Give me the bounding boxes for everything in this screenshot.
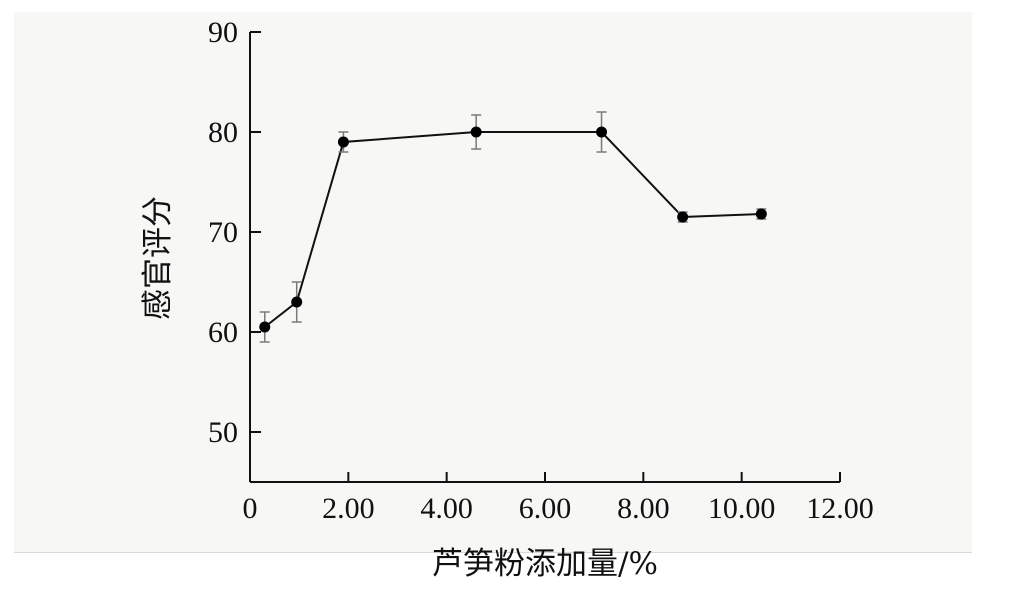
y-tick-label: 70: [208, 216, 238, 249]
y-axis-title: 感官评分: [140, 196, 176, 320]
series-line: [264, 131, 762, 328]
plot-frame-bottom: [14, 552, 972, 553]
data-point: [291, 296, 303, 308]
x-tick-label: 10.00: [708, 492, 776, 525]
x-tick-label: 2.00: [322, 492, 375, 525]
data-point: [596, 126, 608, 138]
data-point: [677, 211, 689, 223]
x-tick-label: 12.00: [806, 492, 874, 525]
y-tick-label: 90: [208, 16, 238, 49]
plot-background: [14, 12, 972, 552]
data-point: [259, 321, 271, 333]
y-tick-label: 60: [208, 316, 238, 349]
series: [259, 111, 767, 343]
x-tick-label: 6.00: [519, 492, 572, 525]
data-point: [755, 208, 767, 220]
tick-labels: 50 60 70 80 90 0 2.00 4.00 6.00 8.00 10.00 12.00: [208, 16, 874, 525]
data-point: [470, 126, 482, 138]
x-tick-label: 4.00: [420, 492, 473, 525]
x-tick-label: 8.00: [617, 492, 670, 525]
ticks: [249, 31, 841, 482]
x-axis-title: 芦笋粉添加量/%: [432, 546, 658, 582]
y-tick-label: 80: [208, 116, 238, 149]
axes: [249, 32, 840, 483]
y-tick-label: 50: [208, 416, 238, 449]
data-point: [337, 136, 349, 148]
x-tick-label: 0: [243, 492, 258, 525]
